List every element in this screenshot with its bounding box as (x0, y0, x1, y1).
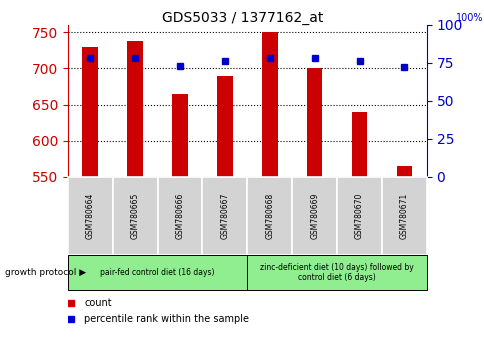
Bar (127, 41, 143, 177)
Bar (217, 75, 232, 177)
FancyBboxPatch shape (336, 177, 381, 255)
FancyBboxPatch shape (202, 177, 247, 255)
FancyBboxPatch shape (68, 177, 112, 255)
Bar (306, 68, 322, 177)
FancyBboxPatch shape (112, 177, 157, 255)
FancyBboxPatch shape (291, 177, 336, 255)
Text: GSM780665: GSM780665 (130, 193, 139, 239)
FancyBboxPatch shape (68, 255, 247, 290)
Bar (172, 95, 187, 177)
Bar (261, 32, 277, 177)
Bar (351, 112, 366, 177)
Text: zinc-deficient diet (10 days) followed by
control diet (6 days): zinc-deficient diet (10 days) followed b… (259, 263, 413, 282)
Text: GDS5033 / 1377162_at: GDS5033 / 1377162_at (162, 11, 322, 25)
Text: GSM780670: GSM780670 (354, 193, 363, 239)
Text: GSM780666: GSM780666 (175, 193, 184, 239)
FancyBboxPatch shape (157, 177, 202, 255)
FancyBboxPatch shape (381, 177, 426, 255)
Text: GSM780669: GSM780669 (309, 193, 318, 239)
Text: 100%: 100% (454, 13, 482, 23)
Bar (82, 46, 98, 177)
Bar (396, 166, 411, 177)
FancyBboxPatch shape (247, 255, 426, 290)
Text: GSM780667: GSM780667 (220, 193, 229, 239)
Text: percentile rank within the sample: percentile rank within the sample (84, 314, 249, 324)
Text: count: count (84, 298, 111, 308)
Text: growth protocol ▶: growth protocol ▶ (5, 268, 86, 277)
Text: GSM780664: GSM780664 (86, 193, 95, 239)
FancyBboxPatch shape (247, 177, 291, 255)
Text: pair-fed control diet (16 days): pair-fed control diet (16 days) (100, 268, 214, 277)
Text: GSM780668: GSM780668 (265, 193, 274, 239)
Text: GSM780671: GSM780671 (399, 193, 408, 239)
